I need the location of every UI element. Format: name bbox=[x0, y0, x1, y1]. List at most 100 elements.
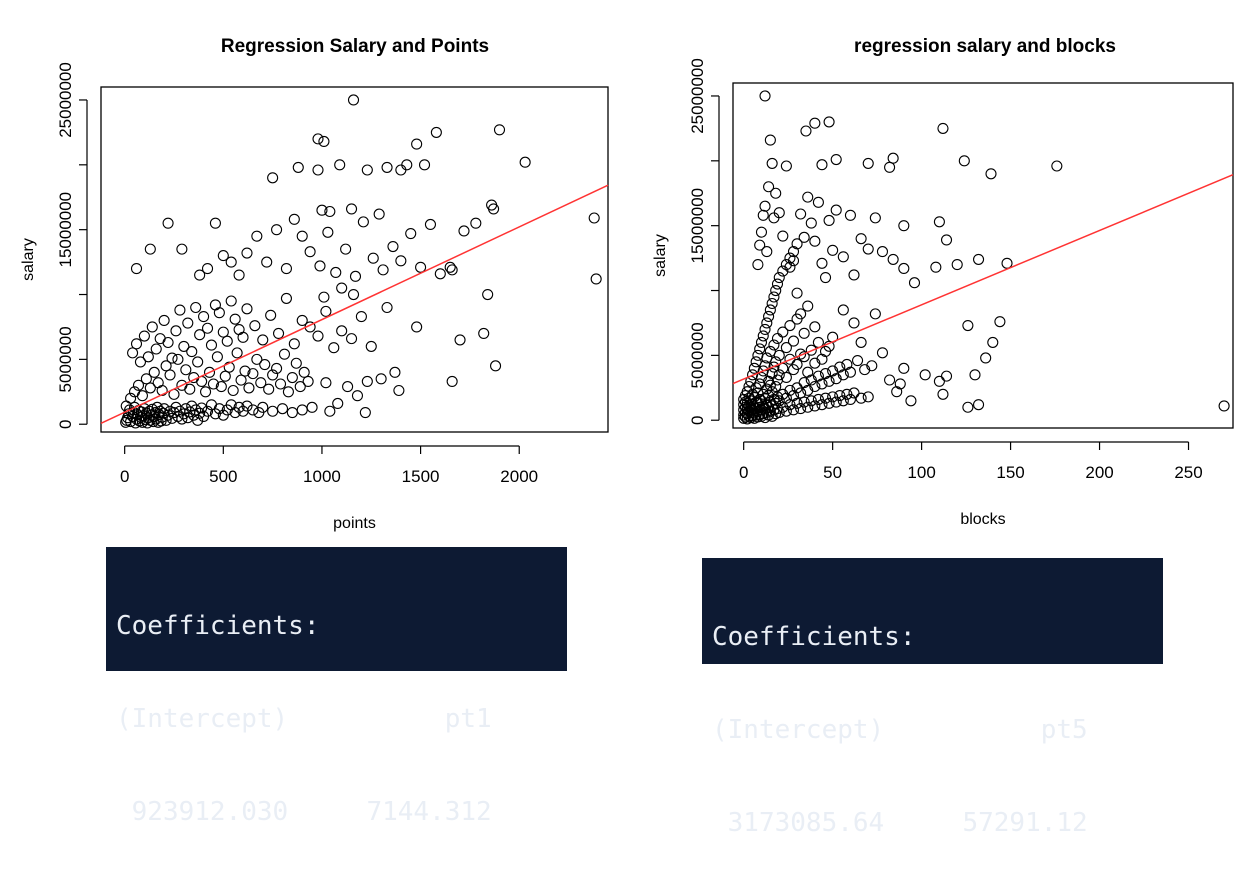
data-point bbox=[267, 172, 279, 184]
data-point bbox=[225, 295, 237, 307]
data-point bbox=[755, 226, 768, 238]
data-point bbox=[837, 369, 849, 381]
data-point bbox=[219, 370, 231, 382]
data-point bbox=[377, 264, 389, 276]
data-point bbox=[194, 329, 206, 341]
data-point bbox=[759, 90, 771, 102]
data-point bbox=[367, 252, 379, 264]
data-point bbox=[962, 319, 974, 332]
data-point bbox=[470, 217, 482, 229]
coefficients-heading: Coefficients: bbox=[116, 611, 320, 641]
data-point bbox=[759, 200, 771, 212]
data-point bbox=[795, 402, 807, 415]
data-point bbox=[816, 378, 828, 390]
data-point bbox=[780, 371, 792, 383]
data-point bbox=[213, 403, 225, 415]
data-point bbox=[862, 391, 874, 403]
data-point bbox=[389, 366, 401, 378]
data-point bbox=[312, 330, 324, 342]
data-point bbox=[424, 218, 437, 231]
data-point bbox=[773, 207, 785, 219]
data-point bbox=[144, 243, 156, 255]
data-point bbox=[805, 344, 817, 356]
x-tick-label: 100 bbox=[907, 463, 935, 482]
data-point bbox=[217, 250, 229, 262]
regression-line bbox=[732, 174, 1234, 385]
data-point bbox=[777, 265, 789, 277]
data-point bbox=[375, 373, 387, 385]
data-point bbox=[251, 353, 263, 365]
data-point bbox=[770, 187, 782, 199]
coefficients-values: 923912.030 7144.312 bbox=[116, 797, 492, 827]
x-axis-label: points bbox=[333, 515, 376, 532]
data-point bbox=[787, 255, 800, 267]
data-point bbox=[787, 335, 800, 347]
data-point bbox=[302, 375, 314, 387]
data-point bbox=[768, 291, 780, 303]
data-point bbox=[166, 352, 178, 364]
data-point bbox=[777, 230, 789, 242]
data-point bbox=[973, 399, 985, 411]
data-point bbox=[844, 209, 856, 221]
data-point bbox=[215, 381, 227, 393]
data-point bbox=[201, 263, 214, 275]
data-point bbox=[809, 400, 821, 412]
data-point bbox=[837, 304, 849, 316]
data-point bbox=[962, 401, 974, 413]
data-point bbox=[771, 278, 784, 290]
data-point bbox=[336, 282, 348, 294]
data-point bbox=[919, 369, 931, 381]
data-point bbox=[401, 159, 413, 171]
chart-title: regression salary and blocks bbox=[854, 36, 1116, 57]
data-point bbox=[434, 268, 446, 280]
data-point bbox=[209, 217, 221, 229]
data-point bbox=[809, 117, 821, 129]
data-point bbox=[334, 159, 346, 171]
data-point bbox=[203, 366, 216, 378]
data-point bbox=[757, 330, 769, 342]
y-axis: 0 5000000 15000000 25000000 bbox=[56, 62, 88, 429]
y-axis-label: salary bbox=[652, 234, 669, 277]
data-point bbox=[773, 271, 785, 284]
data-point bbox=[255, 377, 267, 389]
data-point bbox=[162, 336, 174, 349]
data-point bbox=[809, 321, 821, 333]
data-point bbox=[180, 364, 192, 376]
data-point bbox=[381, 301, 393, 314]
data-point bbox=[278, 348, 291, 360]
data-point bbox=[328, 342, 340, 354]
data-point bbox=[365, 340, 377, 352]
data-point bbox=[795, 208, 807, 220]
data-point bbox=[823, 116, 835, 128]
data-point bbox=[140, 373, 152, 385]
data-point bbox=[158, 314, 170, 327]
data-point bbox=[263, 383, 275, 395]
data-point bbox=[830, 396, 842, 408]
data-point bbox=[800, 125, 812, 137]
data-point bbox=[887, 253, 899, 265]
data-point bbox=[987, 336, 999, 348]
data-point bbox=[898, 220, 910, 232]
regression-line bbox=[100, 184, 609, 425]
data-point bbox=[241, 247, 253, 259]
data-point bbox=[444, 261, 456, 273]
data-point bbox=[855, 233, 867, 245]
data-point bbox=[766, 297, 778, 310]
data-point bbox=[411, 321, 423, 333]
data-point bbox=[170, 325, 182, 337]
x-tick-label: 200 bbox=[1085, 463, 1113, 482]
data-point bbox=[809, 357, 821, 369]
data-point bbox=[233, 401, 245, 413]
data-point bbox=[235, 374, 247, 386]
data-point bbox=[200, 386, 212, 398]
data-point bbox=[318, 135, 330, 148]
data-point bbox=[823, 214, 835, 227]
data-point bbox=[154, 333, 166, 345]
data-point bbox=[194, 407, 206, 419]
data-point bbox=[213, 307, 225, 319]
data-point bbox=[418, 159, 431, 171]
data-point bbox=[290, 357, 302, 369]
data-point bbox=[837, 251, 849, 263]
plot-frame bbox=[732, 82, 1234, 429]
data-point bbox=[148, 366, 160, 378]
